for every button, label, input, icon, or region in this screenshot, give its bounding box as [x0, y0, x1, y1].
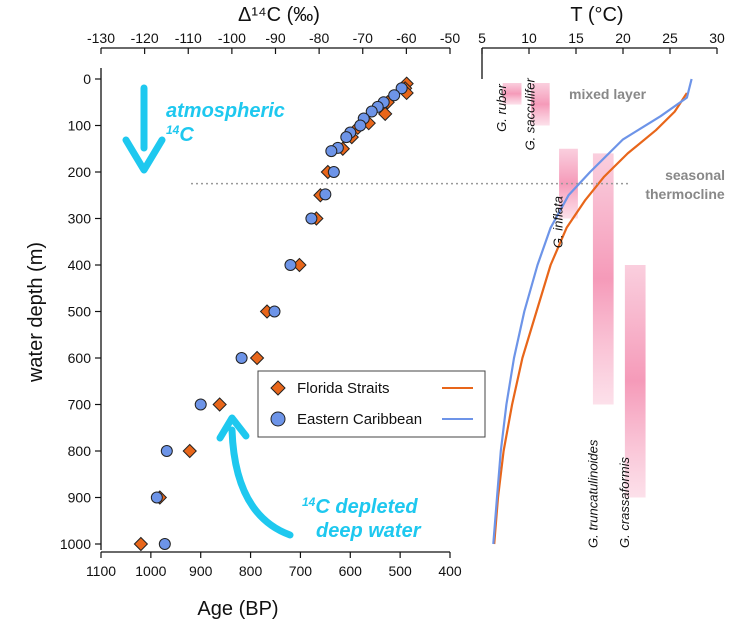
delta14c-tick-label: -120: [131, 30, 159, 46]
label-seasonal: seasonal: [665, 167, 725, 183]
legend: Florida Straits Eastern Caribbean: [257, 370, 486, 438]
data-point-circle: [284, 259, 297, 271]
data-point-circle: [388, 89, 401, 102]
temperature-tick-label: 20: [615, 30, 631, 46]
bottom-x-axis-title: Age (BP): [197, 598, 278, 620]
y-axis-title: water depth (m): [25, 242, 47, 383]
age-tick-label: 1000: [135, 563, 166, 579]
data-point-circle: [340, 131, 353, 144]
temperature-line: [492, 78, 693, 545]
legend-label-caribbean: Eastern Caribbean: [297, 411, 422, 428]
arrow-curved-depleted-head: [216, 414, 250, 442]
temperature-tick-label: 15: [568, 30, 584, 46]
arrow-down-atmospheric-head: [122, 136, 166, 174]
y-tick-label: 0: [83, 71, 91, 87]
y-tick-label: 900: [68, 490, 92, 506]
species-label: G. sacculifer: [522, 78, 537, 151]
data-point-circle: [268, 305, 281, 318]
species-band: [502, 83, 522, 105]
data-point-circle: [319, 188, 332, 201]
y-tick-label: 100: [68, 118, 92, 134]
species-band: [592, 153, 614, 405]
delta14c-tick-label: -130: [87, 30, 115, 46]
data-point-circle: [160, 445, 173, 457]
delta14c-tick-label: -110: [175, 30, 202, 46]
data-point-circle: [325, 145, 338, 158]
label-seasonal-thermocline: seasonal thermocline: [645, 167, 729, 202]
delta14c-tick-label: -100: [218, 30, 246, 46]
label-thermocline: thermocline: [645, 186, 725, 202]
age-tick-label: 700: [289, 563, 313, 579]
annotation-depleted-line2: deep water: [316, 520, 422, 542]
age-tick-label: 900: [189, 563, 213, 579]
legend-box: [257, 370, 486, 438]
arrow-curved-depleted: [228, 426, 294, 539]
y-tick-label: 800: [68, 443, 92, 459]
y-tick-label: 700: [68, 397, 92, 413]
temperature-tick-label: 5: [478, 30, 486, 46]
annotation-atmospheric-tail: C: [179, 124, 194, 146]
species-band: [530, 83, 550, 126]
y-tick-label: 600: [68, 350, 92, 366]
annotation-atmospheric-line1: atmospheric: [166, 100, 285, 122]
left-panel-scatter: 0 100 200 300 400 500 600 700 800 900 1000 1100 1000…: [60, 30, 462, 579]
annotation-atmospheric-sup: 14: [166, 123, 180, 137]
age-tick-label: 500: [388, 563, 412, 579]
delta14c-tick-label: -80: [309, 30, 329, 46]
y-tick-label: 500: [68, 304, 92, 320]
data-point-circle: [305, 212, 318, 225]
legend-marker-florida: [270, 380, 286, 396]
top-x-axis-title-delta14c: Δ¹⁴C (‰): [238, 4, 320, 26]
data-point-diamond: [133, 536, 149, 552]
data-point-circle: [365, 105, 378, 118]
y-tick-label: 200: [68, 164, 92, 180]
data-point-circle: [327, 166, 340, 178]
age-tick-label: 400: [438, 563, 462, 579]
species-band: [624, 265, 646, 498]
data-point-circle: [395, 82, 408, 95]
y-tick-label: 400: [68, 257, 92, 273]
annotation-atmospheric: atmospheric 14C: [166, 100, 291, 146]
label-mixed-layer: mixed layer: [569, 86, 647, 102]
age-tick-label: 800: [239, 563, 263, 579]
species-label: G. truncatulinoides: [585, 439, 600, 548]
top-x-axis-title-temperature: T (°C): [570, 4, 623, 26]
legend-label-florida: Florida Straits: [297, 380, 390, 397]
data-point-circle: [235, 352, 248, 364]
data-point-diamond: [249, 350, 265, 366]
y-tick-label: 1000: [60, 536, 91, 552]
annotation-depleted: 14C depleted deep water: [302, 495, 423, 542]
right-panel-temperature: 5 10 15 20 25 30 G. ruber G. sacculifer G. infl…: [478, 30, 725, 548]
y-tick-label: 300: [68, 211, 92, 227]
legend-marker-caribbean: [270, 411, 286, 427]
species-band: [559, 148, 578, 219]
delta14c-tick-label: -70: [353, 30, 373, 46]
delta14c-tick-label: -50: [440, 30, 460, 46]
data-point-circle: [354, 119, 367, 132]
age-tick-label: 600: [339, 563, 363, 579]
annotation-depleted-sup: 14: [302, 495, 316, 509]
data-point-circle: [194, 398, 207, 411]
data-point-diamond: [182, 443, 197, 459]
data-point-circle: [150, 491, 163, 504]
data-point-diamond: [212, 397, 227, 412]
species-label: G. crassaformis: [617, 456, 632, 548]
temperature-line: [493, 92, 688, 545]
temperature-tick-label: 25: [662, 30, 678, 46]
data-point-circle: [158, 538, 171, 550]
temperature-tick-label: 10: [521, 30, 537, 46]
species-label: G. inflata: [550, 196, 565, 248]
species-label: G. ruber: [494, 83, 509, 131]
age-tick-label: 1100: [86, 563, 116, 579]
delta14c-tick-label: -60: [396, 30, 416, 46]
temperature-tick-label: 30: [709, 30, 725, 46]
annotation-depleted-line1: C depleted: [315, 496, 418, 518]
delta14c-tick-label: -90: [265, 30, 285, 46]
